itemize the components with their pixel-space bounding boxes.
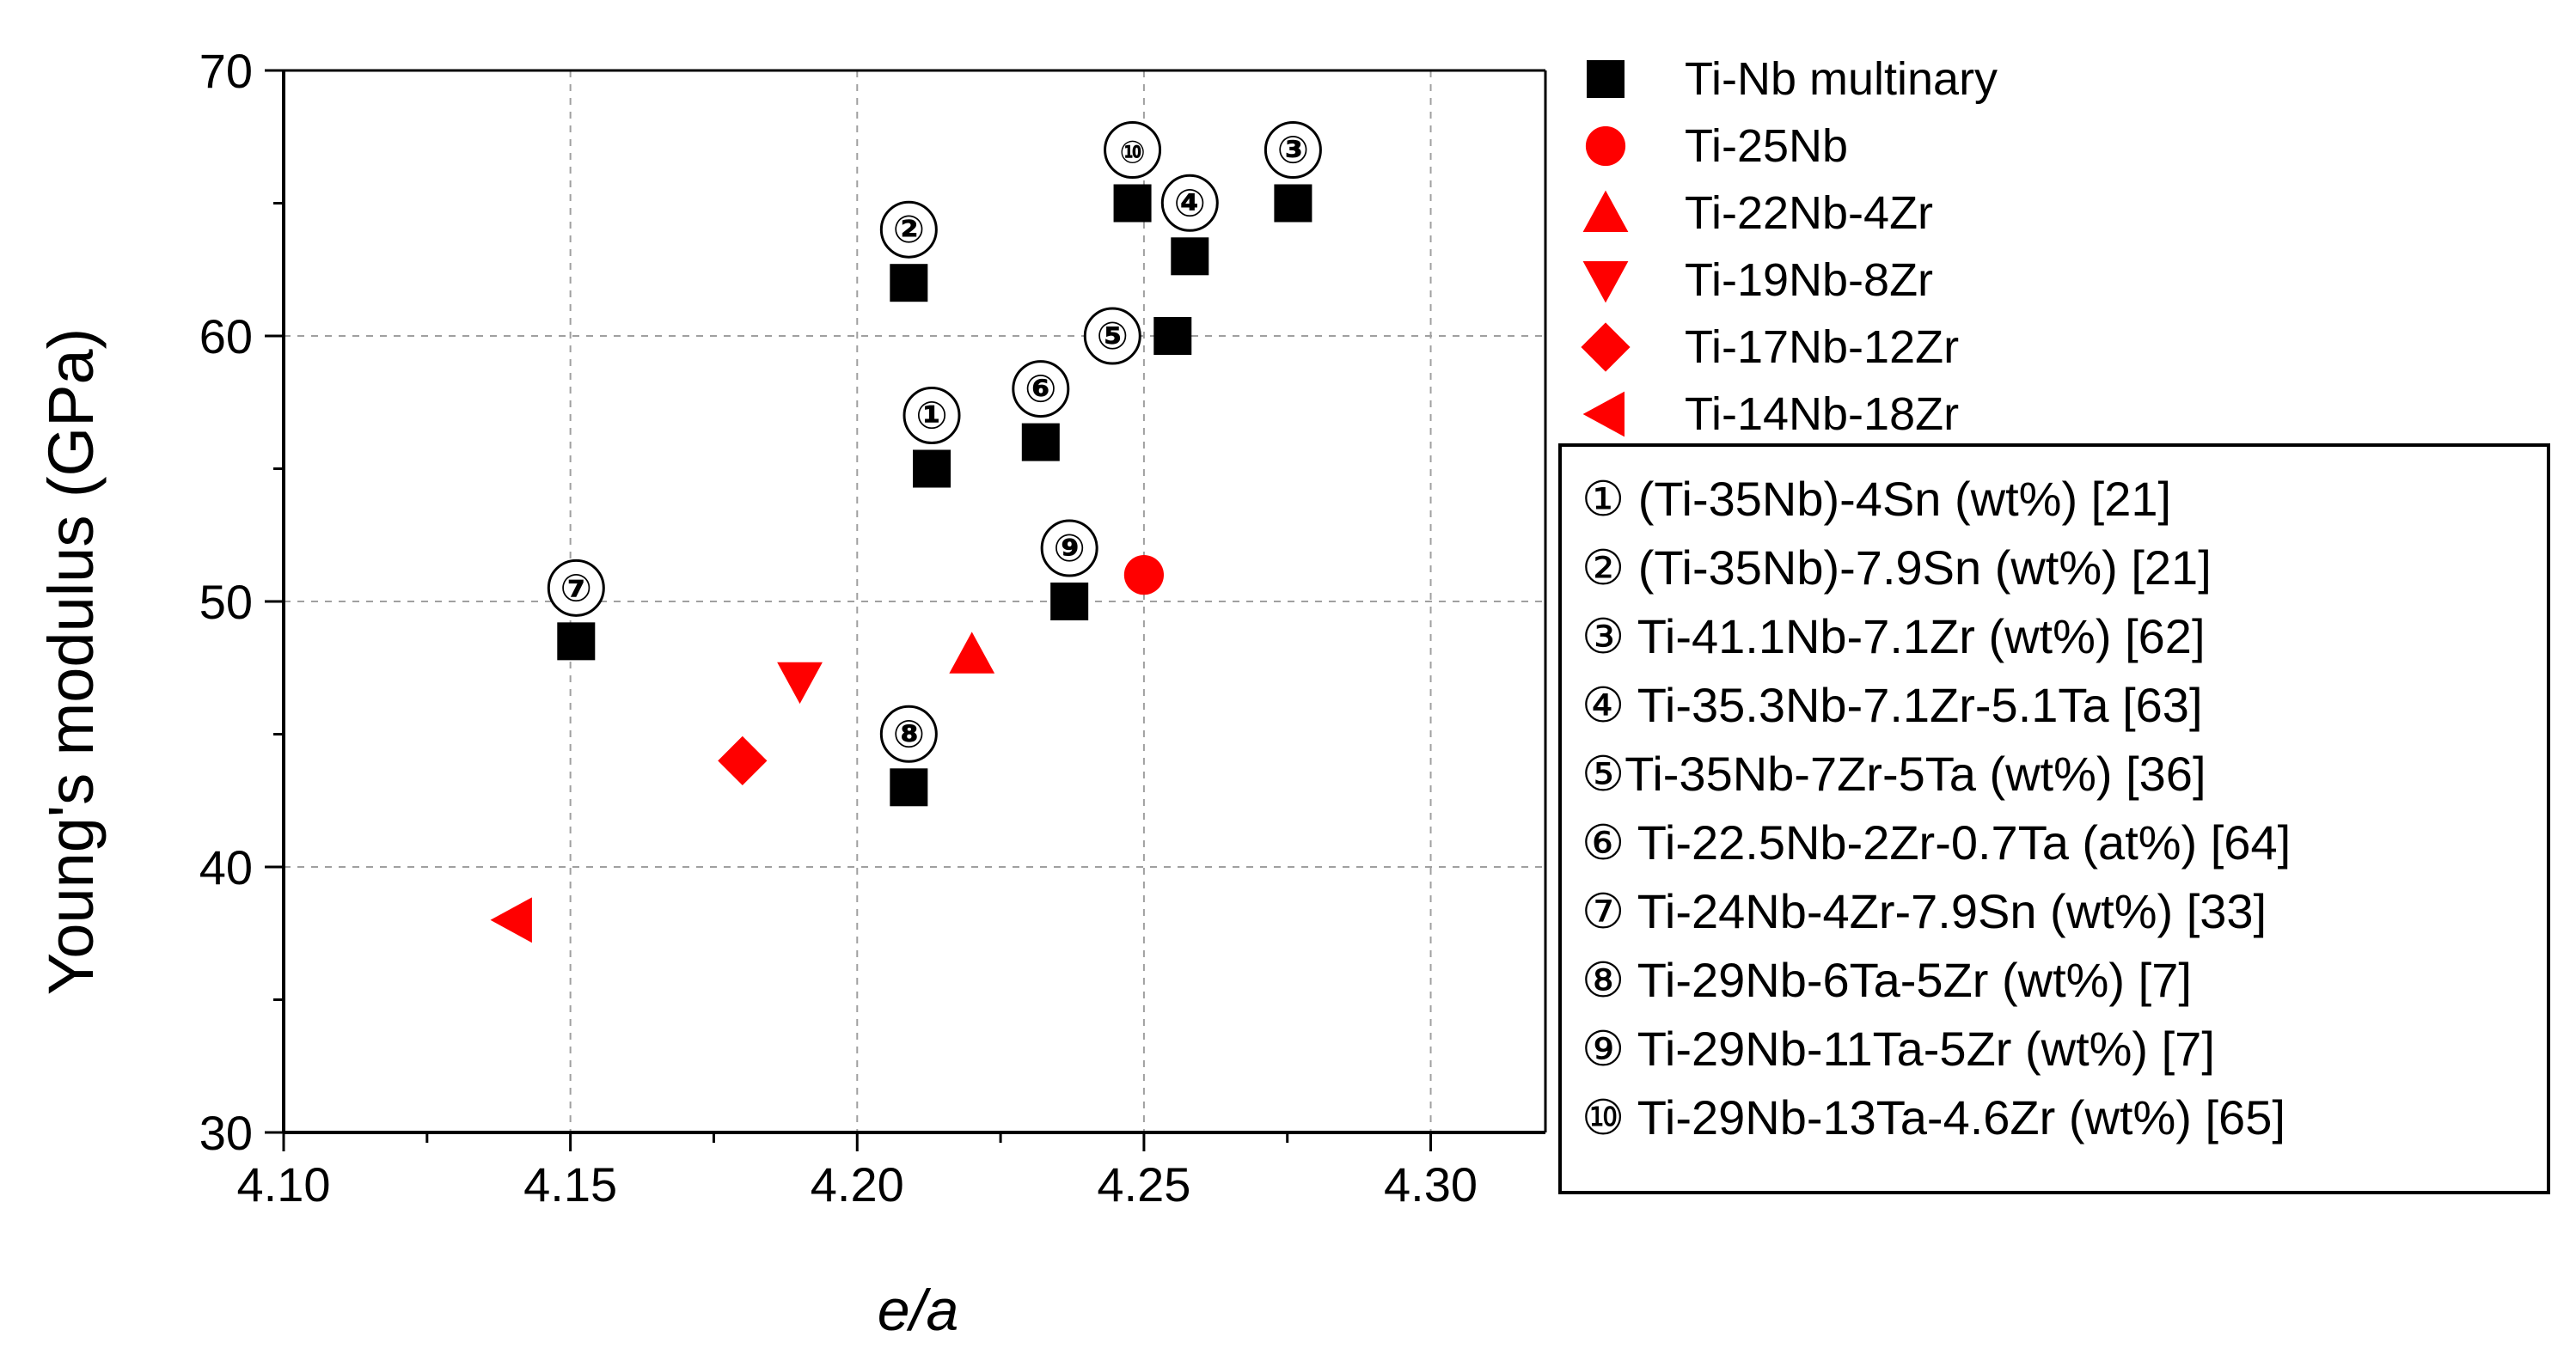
annotation-legend-box (1558, 443, 2550, 1194)
point-label: ⑦ (560, 567, 592, 609)
data-point-square (1113, 184, 1152, 223)
annotation-legend-item: ② (Ti-35Nb)-7.9Sn (wt%) [21] (1582, 540, 2212, 595)
data-point-square (913, 449, 951, 488)
legend-marker-square (1587, 60, 1625, 98)
annotation-legend-item: ⑦ Ti-24Nb-4Zr-7.9Sn (wt%) [33] (1582, 884, 2267, 938)
tick-marks (265, 69, 1433, 1151)
data-point-square (1021, 423, 1060, 461)
annotation-legend-item: ⑥ Ti-22.5Nb-2Zr-0.7Ta (at%) [64] (1582, 815, 2291, 870)
point-labels: ① ② ③ ④ ⑤⑥ ⑦ ⑧ ⑨ ⑩ (547, 121, 1322, 763)
point-label-circle (879, 200, 938, 259)
data-point-square (1153, 317, 1192, 355)
annotation-legend-item: ⑩ Ti-29Nb-13Ta-4.6Zr (wt%) [65] (1582, 1090, 2285, 1144)
point-label: ① (915, 395, 947, 437)
point-label-circle (879, 705, 938, 763)
annotation-legend-item: ③ Ti-41.1Nb-7.1Zr (wt%) [62] (1582, 609, 2206, 663)
legend-label: Ti-19Nb-8Zr (1685, 254, 1933, 306)
point-label: ⑩ (1119, 135, 1145, 170)
data-point-diamond (718, 735, 768, 785)
point-label-circle (547, 558, 605, 617)
data-point-triangle-down (777, 662, 823, 705)
data-points (490, 184, 1312, 943)
series-legend: Ti-Nb multinary Ti-25Nb Ti-22Nb-4Zr Ti-19Nb… (1581, 53, 1998, 440)
point-label-circle (1104, 121, 1162, 179)
grid-lines (284, 70, 1545, 1132)
legend-label: Ti-Nb multinary (1685, 53, 1998, 105)
x-tick-label: 4.10 (237, 1157, 331, 1211)
legend-marker-circle (1585, 125, 1626, 167)
data-point-triangle-up (949, 632, 995, 674)
y-tick-label: 70 (199, 44, 253, 98)
x-tick-label: 4.15 (523, 1157, 617, 1211)
legend-marker-diamond (1581, 322, 1631, 372)
legend-marker-triangle-up (1582, 190, 1629, 232)
data-point-square (1171, 237, 1209, 276)
data-point-square (890, 768, 928, 807)
point-label: ③ (1277, 130, 1309, 172)
y-tick-label: 50 (199, 575, 253, 629)
legend-label: Ti-14Nb-18Zr (1685, 388, 1959, 440)
annotation-legend-item: ⑨ Ti-29Nb-11Ta-5Zr (wt%) [7] (1582, 1022, 2215, 1076)
legend-label: Ti-22Nb-4Zr (1685, 187, 1933, 239)
point-label-circle (1160, 174, 1219, 232)
data-point-square (890, 264, 928, 302)
legend-marker-triangle-down (1582, 261, 1629, 303)
point-label: ② (893, 209, 925, 251)
annotation-legend: ① (Ti-35Nb)-4Sn (wt%) [21] ② (Ti-35Nb)-7.… (1582, 472, 2291, 1144)
point-label-circle (903, 387, 961, 444)
data-point-circle (1123, 555, 1165, 595)
point-label: ⑧ (893, 713, 925, 755)
point-label: ⑤ (1097, 315, 1129, 357)
legend-marker-triangle-left (1582, 391, 1625, 437)
point-label: ⑨ (1054, 528, 1086, 570)
data-point-square (1274, 184, 1312, 223)
x-tick-label: 4.25 (1097, 1157, 1190, 1211)
tick-labels: 4.10 4.15 4.20 4.25 4.30 30 40 50 60 70 (199, 44, 1478, 1211)
annotation-legend-item: ④ Ti-35.3Nb-7.1Zr-5.1Ta [63] (1582, 678, 2203, 732)
y-tick-label: 40 (199, 840, 253, 894)
point-label-circle (1264, 121, 1322, 179)
x-tick-label: 4.30 (1384, 1157, 1478, 1211)
x-axis-label: e/a (878, 1278, 959, 1343)
y-tick-label: 30 (199, 1106, 253, 1160)
point-label-circle (1040, 519, 1098, 577)
y-tick-label: 60 (199, 309, 253, 363)
point-label: ④ (1174, 182, 1206, 224)
point-label: ⑥ (1025, 369, 1056, 411)
x-tick-label: 4.20 (811, 1157, 904, 1211)
point-label-circle (1012, 360, 1070, 418)
annotation-legend-item: ① (Ti-35Nb)-4Sn (wt%) [21] (1582, 472, 2171, 526)
legend-label: Ti-17Nb-12Zr (1685, 321, 1959, 373)
annotation-legend-item: ⑤Ti-35Nb-7Zr-5Ta (wt%) [36] (1582, 747, 2206, 801)
data-point-square (1050, 583, 1089, 620)
annotation-legend-item: ⑧ Ti-29Nb-6Ta-5Zr (wt%) [7] (1582, 953, 2192, 1007)
data-point-square (557, 622, 596, 661)
legend-label: Ti-25Nb (1685, 120, 1848, 172)
y-axis-label: Young's modulus (GPa) (35, 328, 107, 996)
point-label-circle (1083, 307, 1141, 365)
data-point-triangle-left (490, 897, 532, 943)
